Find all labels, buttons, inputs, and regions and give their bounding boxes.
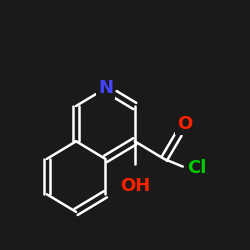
Text: OH: OH xyxy=(120,176,150,194)
Text: Cl: Cl xyxy=(187,160,207,178)
Text: O: O xyxy=(177,115,192,133)
Text: N: N xyxy=(98,79,113,97)
